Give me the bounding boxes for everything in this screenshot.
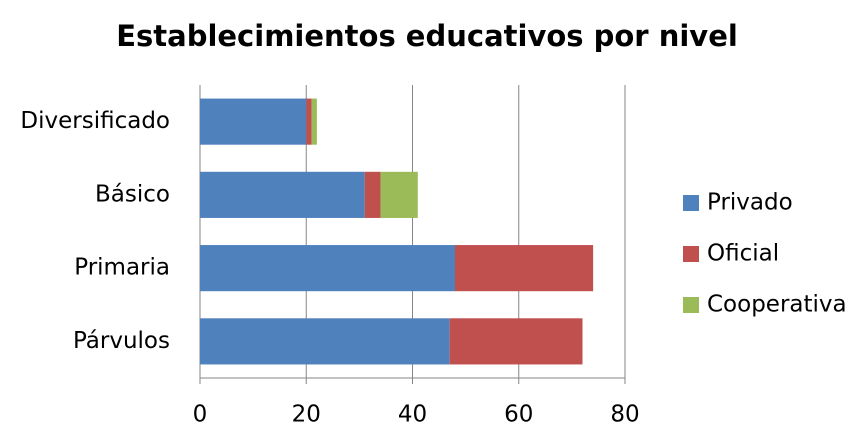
legend-label: Privado [707, 190, 793, 216]
bar-segment [455, 245, 594, 292]
chart-title: Establecimientos educativos por nivel [116, 19, 738, 53]
legend-swatch [683, 297, 699, 313]
bar-segment [311, 98, 317, 145]
bar-segment [200, 171, 365, 218]
legend-swatch [683, 246, 699, 262]
bar-segment [380, 171, 418, 218]
y-tick-label: Diversificado [20, 108, 170, 134]
x-tick-label: 0 [193, 402, 208, 428]
bar-segment [200, 98, 307, 145]
legend-swatch [683, 195, 699, 211]
x-tick-label: 60 [504, 402, 533, 428]
bar-segment [364, 171, 381, 218]
x-tick-label: 80 [610, 402, 639, 428]
bar-segment [449, 318, 583, 365]
x-tick-label: 20 [292, 402, 321, 428]
y-tick-label: Básico [95, 181, 170, 207]
bar-segment [306, 98, 312, 145]
y-tick-label: Párvulos [73, 328, 170, 354]
bar-segment [200, 318, 450, 365]
y-tick-label: Primaria [74, 255, 170, 281]
bar-segment [200, 245, 455, 292]
x-tick-label: 40 [398, 402, 427, 428]
legend-label: Cooperativa [707, 292, 847, 318]
legend-label: Oficial [707, 241, 779, 267]
